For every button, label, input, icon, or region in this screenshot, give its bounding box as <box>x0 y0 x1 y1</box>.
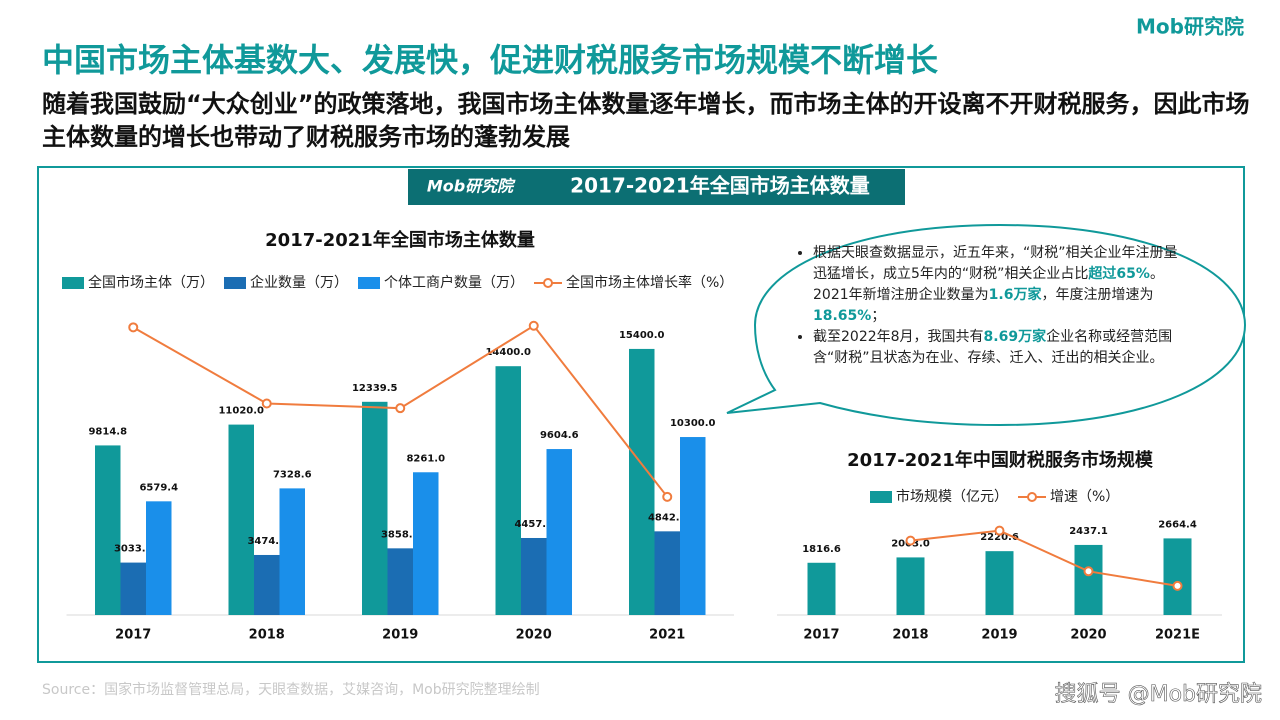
bar <box>1163 538 1192 615</box>
value-label: 2220.6 <box>980 532 1019 543</box>
frame <box>37 166 1245 663</box>
line-point <box>1083 566 1094 577</box>
value-label: 3033.7 <box>114 544 153 555</box>
value-label: 4842.3 <box>648 512 687 523</box>
callout-item: 根据天眼查数据显示，近五年来，“财税”相关企业年注册量迅猛增长，成立5年内的“财… <box>813 243 1185 327</box>
bar <box>807 562 836 615</box>
chart-title: 2017-2021年全国市场主体数量 <box>265 229 535 251</box>
bar <box>120 562 146 615</box>
bar <box>387 548 413 615</box>
line-point <box>1172 580 1183 591</box>
legend-label: 全国市场主体增长率（%） <box>566 274 733 291</box>
legend-label: 全国市场主体（万） <box>88 274 214 291</box>
bar <box>680 437 706 615</box>
bar <box>521 537 547 615</box>
bar <box>279 488 305 615</box>
value-label: 11020.0 <box>218 406 264 417</box>
line-point <box>994 525 1005 536</box>
logo: Mob研究院 <box>1136 15 1244 39</box>
chart-title: 2017-2021年中国财税服务市场规模 <box>847 449 1154 471</box>
legend-label: 增速（%） <box>1050 489 1119 505</box>
legend-swatch <box>870 491 892 503</box>
x-tick-label: 2017 <box>803 628 839 643</box>
callout-item: 截至2022年8月，我国共有8.69万家企业名称或经营范围含“财税”且状态为在业… <box>813 327 1185 369</box>
line-point <box>128 322 139 333</box>
banner-logo: Mob研究院 <box>427 177 516 196</box>
value-label: 6579.4 <box>139 482 178 493</box>
legend-label: 企业数量（万） <box>250 274 348 291</box>
value-label: 10300.0 <box>670 418 716 429</box>
value-label: 4457.2 <box>514 519 553 530</box>
value-label: 8261.0 <box>406 453 445 464</box>
line-point <box>395 403 406 414</box>
line-point <box>528 320 539 331</box>
x-tick-label: 2019 <box>981 628 1017 643</box>
bar <box>146 501 172 615</box>
x-tick-label: 2019 <box>382 628 418 643</box>
callout-text: ； <box>871 308 886 324</box>
x-tick-label: 2018 <box>249 628 285 643</box>
callout-text: ，年度注册增速为 <box>1041 287 1154 303</box>
value-label: 2664.4 <box>1158 519 1197 530</box>
bar <box>95 445 121 615</box>
callout-text: 截至2022年8月，我国共有 <box>813 329 984 345</box>
callout-text: 18.65% <box>813 308 872 324</box>
bar <box>985 551 1014 615</box>
callout-bubble <box>726 223 1247 427</box>
watermark: 搜狐号 @Mob研究院 <box>1055 682 1262 707</box>
bar <box>1074 544 1103 615</box>
callout-text: 超过65% <box>1088 266 1150 282</box>
callout-text: 8.69万家 <box>983 329 1047 345</box>
banner-title: 2017-2021年全国市场主体数量 <box>570 174 870 198</box>
line <box>910 529 1178 587</box>
callout: 根据天眼查数据显示，近五年来，“财税”相关企业年注册量迅猛增长，成立5年内的“财… <box>795 243 1185 369</box>
value-label: 14400.0 <box>485 347 531 358</box>
value-label: 9814.8 <box>88 426 127 437</box>
x-tick-label: 2020 <box>1070 628 1106 643</box>
bar <box>546 449 572 615</box>
banner <box>408 169 905 205</box>
bar <box>228 424 254 615</box>
value-label: 2437.1 <box>1069 526 1108 537</box>
value-label: 3858.3 <box>381 529 420 540</box>
title: 中国市场主体基数大、发展快，促进财税服务市场规模不断增长 <box>42 41 938 79</box>
x-tick-label: 2021E <box>1155 628 1200 643</box>
line-point <box>662 491 673 502</box>
legend-label: 市场规模（亿元） <box>896 488 1008 505</box>
bar <box>654 531 680 615</box>
bar <box>413 472 439 615</box>
subtitle: 随着我国鼓励“大众创业”的政策落地，我国市场主体数量逐年增长，而市场主体的开设离… <box>42 90 1250 151</box>
bar <box>629 348 655 615</box>
value-label: 15400.0 <box>619 330 665 341</box>
source: Source：国家市场监督管理总局，天眼查数据，艾媒咨询，Mob研究院整理绘制 <box>42 681 540 698</box>
value-label: 7328.6 <box>273 469 312 480</box>
value-label: 12339.5 <box>352 383 398 394</box>
value-label: 1816.6 <box>802 544 841 555</box>
line-point <box>905 535 916 546</box>
legend-swatch <box>224 277 246 289</box>
value-label: 3474.2 <box>247 536 286 547</box>
legend-swatch <box>358 277 380 289</box>
legend-swatch <box>62 277 84 289</box>
value-label: 9604.6 <box>540 430 579 441</box>
x-tick-label: 2018 <box>892 628 928 643</box>
x-tick-label: 2021 <box>649 628 685 643</box>
x-tick-label: 2017 <box>115 628 151 643</box>
legend-marker <box>1027 492 1037 502</box>
bar <box>896 557 925 615</box>
legend-label: 个体工商户数量（万） <box>384 274 524 291</box>
callout-text: 根据天眼查数据显示，近五年来，“财税”相关企业年注册量迅猛增长，成立5年内的“财… <box>813 245 1178 282</box>
x-tick-label: 2020 <box>516 628 552 643</box>
line-point <box>261 398 272 409</box>
callout-list: 根据天眼查数据显示，近五年来，“财税”相关企业年注册量迅猛增长，成立5年内的“财… <box>795 243 1185 369</box>
callout-text: 。2021年新增注册企业数量为 <box>813 266 1164 303</box>
callout-text: 企业名称或经营范围含“财税”且状态为在业、存续、迁入、迁出的相关企业。 <box>813 329 1173 366</box>
callout-text: 1.6万家 <box>988 287 1042 303</box>
bar <box>362 401 388 615</box>
bar <box>495 366 521 615</box>
legend-marker <box>543 278 553 288</box>
bar <box>254 554 280 615</box>
